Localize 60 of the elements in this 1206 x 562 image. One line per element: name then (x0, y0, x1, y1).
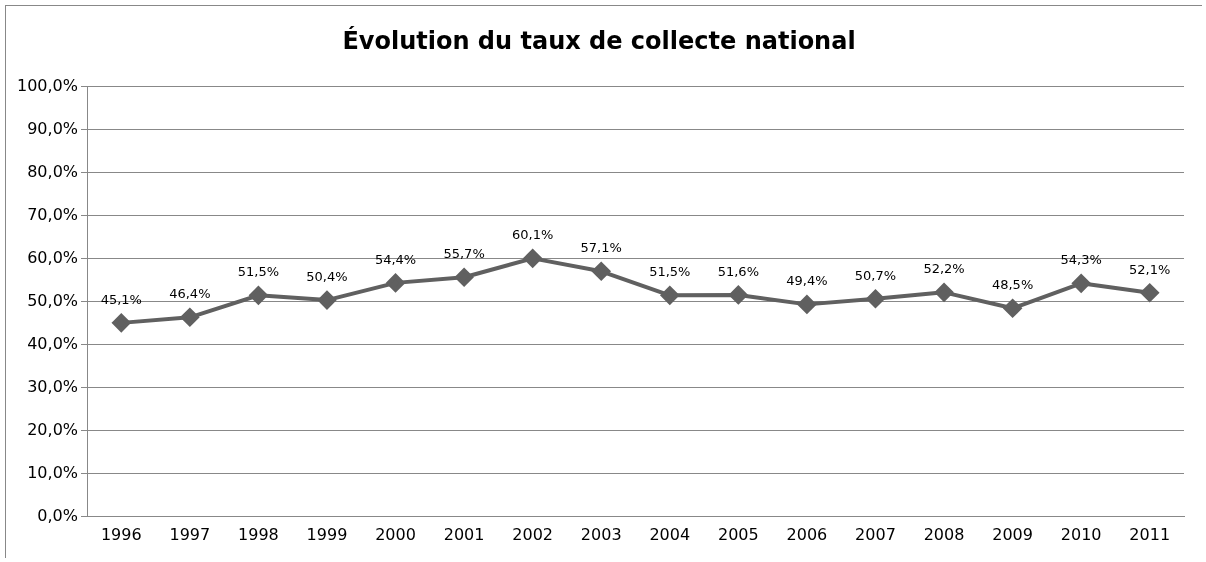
point (592, 262, 611, 281)
data-label: 51,5% (237, 264, 280, 280)
data-label: 55,7% (443, 246, 485, 262)
x-tick-label: 2006 (786, 524, 828, 544)
point (729, 285, 748, 304)
data-label: 54,3% (1060, 252, 1102, 268)
data-label: 54,4% (374, 251, 417, 267)
y-tick-label: 60,0% (27, 247, 79, 267)
data-label: 60,1% (512, 227, 554, 243)
y-tick-label: 0,0% (37, 505, 79, 525)
chart-title: Évolution du taux de collecte national (342, 25, 856, 55)
x-tick-label: 1999 (306, 524, 348, 544)
y-tick-label: 30,0% (27, 376, 79, 396)
point (797, 295, 816, 314)
point (317, 291, 336, 310)
point (249, 286, 268, 305)
point (935, 283, 954, 302)
x-tick-label: 2002 (512, 524, 554, 544)
point (180, 308, 199, 327)
data-label: 51,5% (649, 264, 691, 280)
point (1003, 299, 1022, 318)
data-label: 50,4% (306, 268, 348, 284)
point (455, 268, 474, 287)
point (1140, 283, 1159, 302)
x-tick-label: 2008 (923, 524, 965, 544)
point (112, 313, 131, 332)
data-label: 49,4% (786, 273, 828, 289)
y-tick-label: 40,0% (27, 333, 79, 353)
point (386, 273, 405, 292)
x-tick-label: 2004 (649, 524, 691, 544)
y-tick-label: 80,0% (27, 161, 79, 181)
data-label: 46,4% (169, 286, 211, 302)
point (523, 249, 542, 268)
x-tick-label: 1997 (169, 524, 211, 544)
y-tick-label: 100,0% (16, 75, 79, 95)
x-tick-label: 2010 (1060, 524, 1102, 544)
data-label: 45,1% (100, 291, 142, 307)
data-label: 57,1% (580, 240, 622, 256)
x-tick-label: 2009 (992, 524, 1033, 544)
y-tick-label: 20,0% (27, 419, 79, 439)
x-tick-label: 1996 (100, 524, 142, 544)
point (660, 286, 679, 305)
x-tick-label: 2003 (580, 524, 622, 544)
x-tick-label: 1998 (238, 524, 279, 544)
point (866, 289, 885, 308)
x-tick-label: 2001 (443, 524, 485, 544)
x-tick-label: 2007 (855, 524, 896, 544)
x-tick-label: 2011 (1129, 524, 1171, 544)
y-tick-label: 70,0% (27, 204, 79, 224)
data-label: 51,6% (717, 263, 759, 279)
point (1072, 274, 1091, 293)
x-tick-label: 2005 (717, 524, 759, 544)
y-tick-label: 50,0% (27, 290, 79, 310)
y-tick-label: 10,0% (27, 462, 79, 482)
y-tick-label: 90,0% (27, 118, 79, 138)
data-label: 52,1% (1129, 261, 1171, 277)
x-tick-label: 2000 (375, 524, 416, 544)
data-label: 50,7% (854, 267, 897, 283)
data-label: 52,2% (923, 261, 965, 277)
data-label: 48,5% (991, 277, 1034, 293)
